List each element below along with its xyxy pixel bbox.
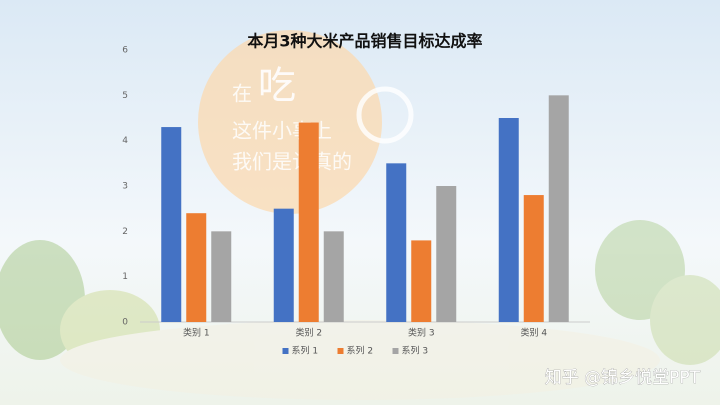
bar: [548, 95, 569, 322]
legend-swatch: [392, 348, 399, 354]
bar: [498, 118, 519, 322]
bar: [298, 122, 319, 323]
y-tick-label: 6: [122, 46, 128, 56]
x-tick-label: 类别 2: [295, 327, 322, 339]
legend-label: 系列 1: [292, 345, 319, 357]
bar: [523, 195, 544, 322]
legend-swatch: [282, 348, 289, 354]
decor-bowl: [356, 86, 414, 144]
bg-text: 吃: [258, 64, 296, 108]
legend-label: 系列 3: [402, 345, 429, 357]
y-tick-label: 3: [122, 182, 128, 192]
bar: [186, 213, 207, 322]
y-tick-label: 1: [122, 272, 128, 282]
x-tick-label: 类别 4: [520, 327, 547, 339]
bar: [436, 186, 457, 322]
chart-title: 本月3种大米产品销售目标达成率: [247, 32, 482, 51]
bar: [211, 231, 232, 322]
bar: [161, 127, 182, 322]
legend-swatch: [337, 348, 344, 354]
bar: [411, 240, 432, 322]
x-tick-label: 类别 1: [183, 327, 210, 339]
bg-text: 我们是认真的: [232, 150, 352, 174]
decor-vegetables: [0, 220, 720, 400]
y-tick-label: 5: [122, 91, 128, 101]
bg-text: 在: [232, 82, 252, 106]
bar: [386, 163, 407, 322]
legend-label: 系列 2: [347, 345, 374, 357]
bar: [273, 208, 294, 322]
watermark: 知乎 @锦乡悦堂PPT: [545, 368, 701, 388]
y-tick-label: 2: [122, 227, 128, 237]
decor-circle: [198, 30, 382, 214]
bar: [323, 231, 344, 322]
x-tick-label: 类别 3: [408, 327, 435, 339]
y-tick-label: 4: [122, 136, 128, 146]
y-tick-label: 0: [122, 318, 128, 328]
